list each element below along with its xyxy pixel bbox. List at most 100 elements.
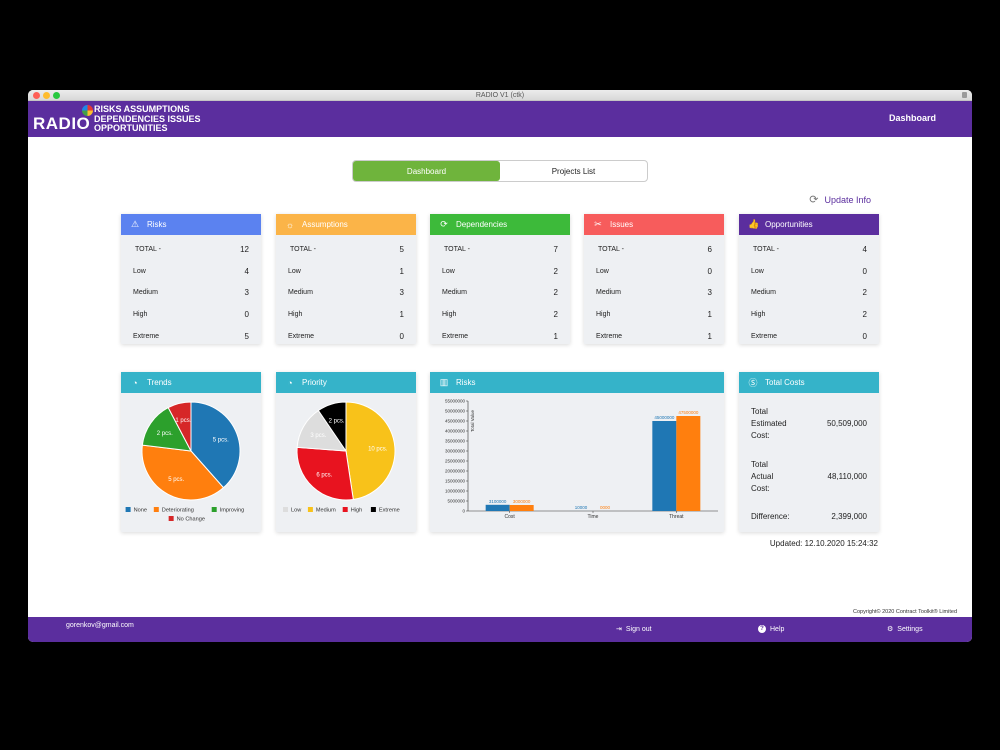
header-page-title: Dashboard (888, 113, 936, 123)
summary-card-dependencies: ⟳ Dependencies TOTAL - 7 Low 2 Medium 2 High 2 Ext… (430, 214, 570, 344)
summary-row: Low 0 (596, 261, 712, 283)
summary-row-label: TOTAL - (444, 246, 470, 254)
lightbulb-icon: ☼ (285, 219, 295, 230)
trends-pie-chart: 5 pcs. 5 pcs. 2 pcs. 1 pcs. None Deterioratin… (125, 401, 245, 523)
actual-cost-row: Total Actual Cost: 48,110,000 (751, 459, 867, 495)
summary-row-label: High (596, 311, 611, 319)
summary-row-value: 2 (862, 288, 867, 298)
summary-card-rows: TOTAL - 7 Low 2 Medium 2 High 2 Extreme 1 (430, 235, 570, 347)
pie-slice-no-change[interactable] (167, 401, 192, 452)
summary-row-value: 3 (399, 288, 404, 298)
view-tabs: Dashboard Projects List (352, 160, 648, 182)
summary-row: Low 1 (288, 261, 404, 283)
total-costs-card-title: Total Costs (765, 378, 805, 387)
legend-label: No Change (177, 517, 205, 523)
summary-row-value: 7 (553, 245, 558, 255)
summary-row: Extreme 0 (751, 325, 867, 347)
summary-card-header: 👍 Opportunities (739, 214, 879, 235)
tab-dashboard[interactable]: Dashboard (353, 161, 500, 181)
bar-value-label: 0000 (600, 505, 611, 510)
app-window: RADIO V1 (ctk) RADIO RISKS ASSUMPTIONS D… (28, 90, 972, 642)
pie-slice-improving[interactable] (141, 406, 192, 452)
trends-card-header: ◔ Trends (121, 372, 261, 393)
summary-row-label: TOTAL - (290, 246, 316, 254)
estimated-cost-label-line: Estimated (751, 419, 787, 428)
legend-label: Low (291, 508, 302, 514)
summary-card-header: ⚠ Risks (121, 214, 261, 235)
summary-row: Extreme 0 (288, 325, 404, 347)
window-title: RADIO V1 (ctk) (475, 92, 525, 99)
total-costs-card: Ⓢ Total Costs Total Estimated Cost: 50,5… (739, 372, 879, 532)
tab-projects-list[interactable]: Projects List (551, 166, 596, 176)
help-label: Help (770, 625, 785, 633)
summary-row: High 1 (596, 304, 712, 326)
help-button[interactable]: ? Help (758, 625, 784, 633)
bar-cost[interactable] (485, 504, 510, 511)
warning-icon: ⚠ (130, 219, 140, 229)
y-tick-label: 40000000 (445, 429, 466, 434)
copyright-text: Copyright© 2020 Contract Toolkit® Limite… (853, 609, 957, 615)
pie-slice-label: 5 pcs. (213, 438, 229, 444)
legend-swatch (211, 507, 217, 512)
updated-timestamp: Updated: 12.10.2020 15:24:32 (769, 539, 878, 548)
summary-row-label: TOTAL - (753, 246, 779, 254)
update-info-button[interactable]: ⟳ Update Info (809, 193, 871, 206)
priority-card-header: ◔ Priority (276, 372, 416, 393)
thumbs-up-icon: 👍 (748, 219, 760, 229)
summary-row: Medium 3 (288, 282, 404, 304)
summary-row-value: 2 (862, 310, 867, 320)
summary-row-label: High (442, 311, 457, 319)
summary-row: Extreme 1 (442, 325, 558, 347)
pie-slice-extreme[interactable] (317, 401, 347, 453)
summary-row-value: 1 (399, 310, 404, 320)
summary-row-label: Low (288, 267, 301, 275)
priority-card: ◔ Priority 10 pcs. 6 pcs. 3 pcs. 2 pcs. Low M… (276, 372, 416, 532)
bar-threat[interactable] (676, 416, 701, 511)
pie-slice-label: 1 pcs. (175, 418, 191, 424)
summary-row: High 0 (133, 304, 249, 326)
summary-row-label: High (288, 311, 303, 319)
estimated-cost-value: 50,509,000 (826, 419, 867, 428)
pie-slice-medium[interactable] (345, 401, 396, 501)
trends-card-title: Trends (147, 378, 172, 387)
x-tick-label: Threat (669, 514, 684, 520)
logo-icon (82, 105, 93, 116)
summary-row-label: High (751, 311, 766, 319)
summary-row-label: Low (442, 267, 455, 275)
y-tick-label: 5000000 (447, 499, 465, 504)
summary-row: Medium 3 (133, 282, 249, 304)
pie-slice-high[interactable] (296, 446, 354, 501)
summary-row-label: Extreme (751, 332, 778, 340)
y-tick-label: 35000000 (445, 439, 466, 444)
pie-slice-none[interactable] (190, 401, 241, 489)
bar-threat[interactable] (652, 421, 677, 511)
help-icon: ? (758, 625, 766, 633)
summary-card-title: Risks (147, 220, 167, 229)
summary-row: TOTAL - 12 (133, 239, 249, 261)
zoom-window-button[interactable] (53, 92, 60, 99)
summary-card-title: Issues (610, 220, 634, 229)
sign-out-icon: ⇥ (616, 626, 622, 633)
gear-icon: ⚙ (887, 626, 894, 633)
summary-row-value: 2 (553, 310, 558, 320)
summary-row-label: Extreme (442, 332, 469, 340)
y-tick-label: 0 (462, 509, 465, 514)
bar-cost[interactable] (509, 505, 534, 511)
legend-swatch (370, 507, 376, 512)
summary-card-title: Dependencies (456, 220, 508, 229)
summary-row-value: 0 (244, 310, 249, 320)
app-header: RADIO RISKS ASSUMPTIONS DEPENDENCIES ISS… (28, 101, 972, 137)
summary-row-label: TOTAL - (598, 246, 624, 254)
legend-label: Improving (220, 508, 245, 514)
settings-button[interactable]: ⚙ Settings (887, 625, 923, 634)
close-window-button[interactable] (33, 92, 40, 99)
minimize-window-button[interactable] (43, 92, 50, 99)
y-tick-label: 30000000 (445, 449, 466, 454)
estimated-cost-label: Total Estimated Cost: (751, 406, 801, 442)
logo-tagline: RISKS ASSUMPTIONS DEPENDENCIES ISSUES OP… (94, 104, 201, 134)
sign-out-button[interactable]: ⇥ Sign out (616, 625, 652, 634)
pie-slice-deteriorating[interactable] (141, 444, 225, 501)
summary-card-header: ✂ Issues (584, 214, 724, 235)
legend-label: Deteriorating (162, 508, 194, 514)
pie-slice-label: 5 pcs. (168, 477, 184, 483)
